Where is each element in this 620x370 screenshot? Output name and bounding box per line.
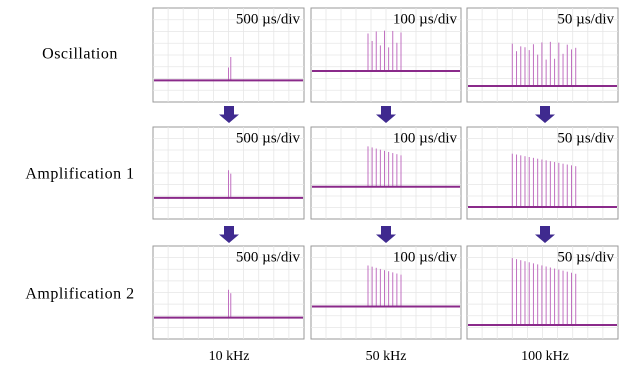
time-scale: 50 µs/div [557, 249, 614, 265]
time-scale: 100 µs/div [393, 249, 458, 265]
column-label: 50 kHz [366, 349, 407, 364]
row-label: Amplification 1 [25, 166, 134, 183]
time-scale: 500 µs/div [236, 11, 301, 27]
scope-panel: 500 µs/div [153, 8, 304, 102]
down-arrow [219, 106, 239, 123]
down-arrow [535, 106, 555, 123]
down-arrow [376, 226, 396, 243]
time-scale: 100 µs/div [393, 130, 458, 146]
figure: Oscillation Amplification 1 Amplification … [0, 0, 620, 370]
time-scale: 50 µs/div [557, 11, 614, 27]
scope-panel: 50 µs/div [467, 8, 618, 102]
down-arrow [535, 226, 555, 243]
row-label: Oscillation [42, 46, 118, 63]
scope-panel: 50 µs/div [467, 246, 618, 339]
scope-panel: 100 µs/div [311, 127, 461, 219]
scope-panel: 500 µs/div [153, 127, 304, 219]
scope-panel: 100 µs/div [311, 246, 461, 339]
time-scale: 50 µs/div [557, 130, 614, 146]
row-label: Amplification 2 [25, 286, 134, 303]
time-scale: 100 µs/div [393, 11, 458, 27]
time-scale: 500 µs/div [236, 249, 301, 265]
down-arrow [219, 226, 239, 243]
scope-panel: 100 µs/div [311, 8, 461, 102]
scope-panel: 50 µs/div [467, 127, 618, 219]
down-arrow [376, 106, 396, 123]
scope-panel: 500 µs/div [153, 246, 304, 339]
column-label: 10 kHz [209, 349, 250, 364]
column-label: 100 kHz [521, 349, 569, 364]
time-scale: 500 µs/div [236, 130, 301, 146]
